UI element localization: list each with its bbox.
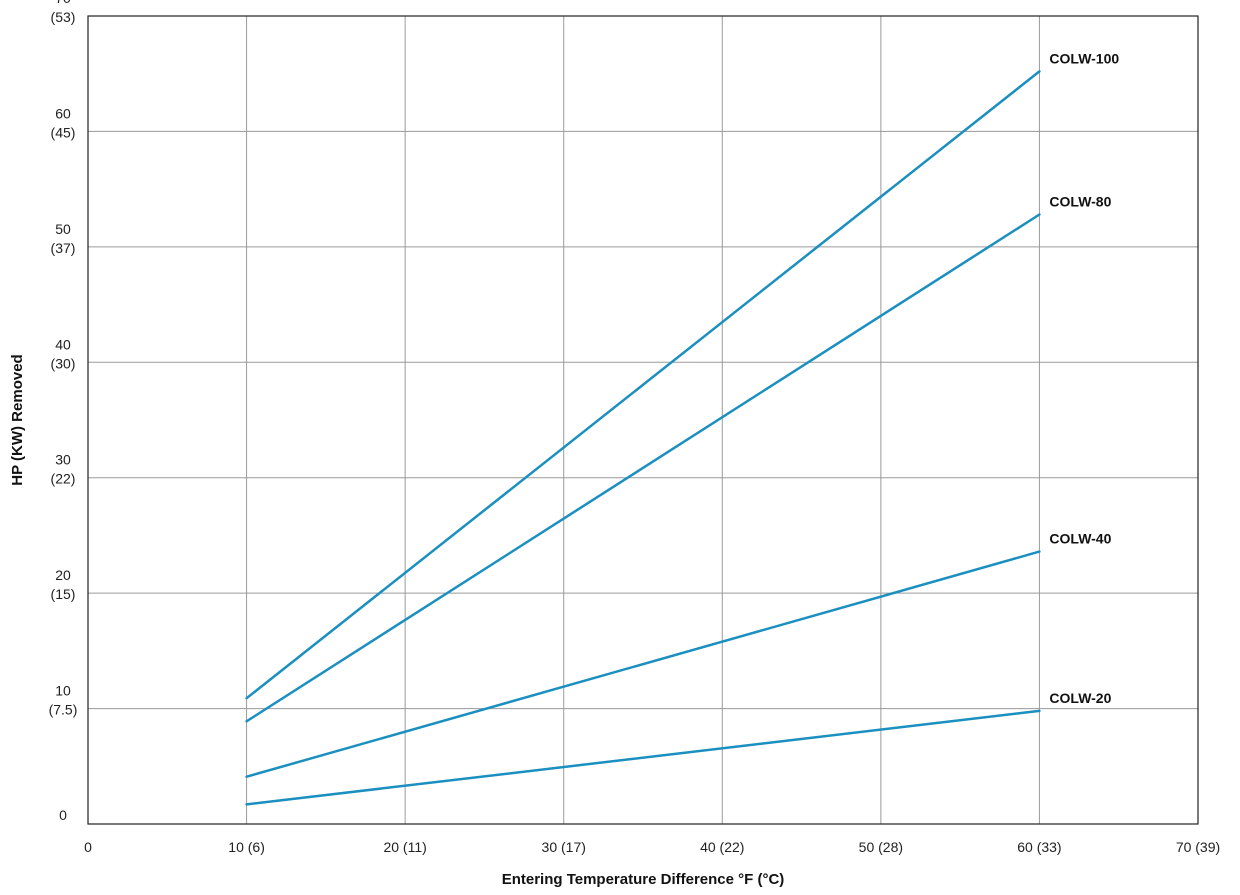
x-tick-label: 50 (28): [859, 839, 903, 855]
x-tick-label: 0: [84, 839, 92, 855]
y-tick-label: 0: [59, 807, 67, 823]
y-tick-sublabel: (30): [51, 355, 76, 371]
x-tick-label: 30 (17): [542, 839, 586, 855]
x-tick-label: 40 (22): [700, 839, 744, 855]
series-label: COLW-100: [1049, 50, 1119, 66]
x-tick-label: 10 (6): [228, 839, 265, 855]
series-label: COLW-80: [1049, 194, 1111, 210]
y-tick-label: 60: [55, 105, 71, 121]
x-tick-label: 60 (33): [1017, 839, 1061, 855]
x-tick-label: 20 (11): [383, 839, 426, 855]
y-tick-label: 10: [55, 683, 71, 699]
series-line-colw-80: [245, 213, 1041, 723]
y-tick-sublabel: (7.5): [49, 702, 78, 718]
y-tick-label: 20: [55, 567, 71, 583]
y-tick-sublabel: (15): [51, 586, 76, 602]
y-tick-label: 50: [55, 221, 71, 237]
series-label: COLW-20: [1049, 690, 1111, 706]
y-tick-sublabel: (53): [51, 9, 76, 25]
series-line-colw-40: [245, 550, 1041, 778]
y-tick-sublabel: (37): [51, 240, 76, 256]
y-tick-sublabel: (22): [51, 471, 76, 487]
x-tick-label: 70 (39): [1176, 839, 1220, 855]
x-axis-title: Entering Temperature Difference °F (°C): [502, 871, 785, 888]
y-axis-title: HP (KW) Removed: [9, 354, 26, 485]
series-label: COLW-40: [1049, 531, 1111, 547]
y-tick-label: 70: [55, 0, 71, 6]
series-line-colw-100: [245, 70, 1041, 700]
series-line-colw-20: [245, 709, 1041, 806]
y-tick-label: 40: [55, 336, 71, 352]
y-tick-label: 30: [55, 452, 71, 468]
plot-frame: [87, 15, 1199, 825]
y-tick-sublabel: (45): [51, 124, 76, 140]
